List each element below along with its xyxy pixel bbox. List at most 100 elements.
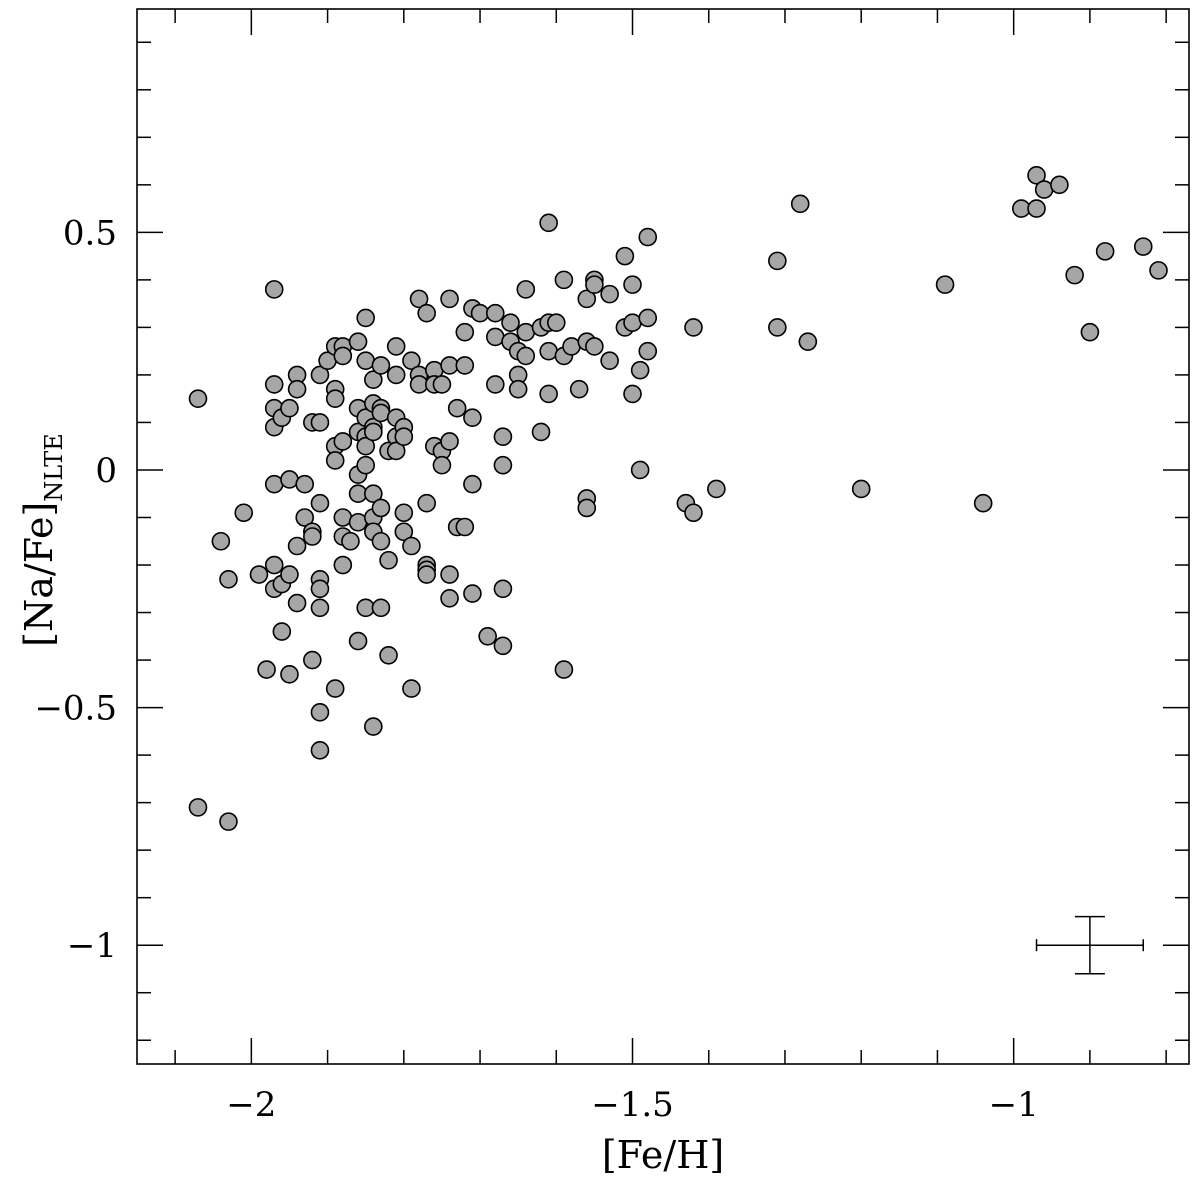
data-point — [211, 531, 231, 551]
data-point — [1149, 261, 1168, 280]
data-point — [638, 227, 658, 247]
data-point — [455, 517, 475, 537]
data-point — [333, 555, 353, 575]
data-point — [440, 588, 459, 608]
data-point — [623, 275, 642, 294]
x-axis-label: [Fe/H] — [602, 1133, 724, 1177]
data-point — [417, 303, 436, 323]
data-point — [402, 679, 421, 698]
data-point — [684, 318, 703, 337]
data-point — [432, 375, 452, 394]
data-point — [630, 360, 650, 380]
data-point — [188, 798, 208, 817]
data-point — [379, 550, 398, 570]
x-tick-label: −2 — [226, 1085, 276, 1125]
data-point — [371, 356, 391, 375]
data-point — [1027, 166, 1046, 185]
data-point — [303, 527, 322, 546]
data-point — [402, 536, 421, 556]
data-point — [577, 289, 597, 309]
data-point — [325, 389, 345, 408]
y-axis-label: [Na/Fe]NLTE — [17, 433, 68, 647]
data-point — [417, 565, 436, 584]
data-point — [455, 356, 475, 375]
y-tick-label: 0.5 — [63, 213, 117, 253]
y-tick-label: −1 — [67, 926, 117, 966]
data-point — [463, 584, 482, 603]
data-point — [600, 284, 619, 304]
data-point — [219, 569, 238, 589]
data-point — [554, 270, 574, 290]
data-point — [188, 389, 208, 408]
data-point — [394, 522, 414, 542]
data-point — [623, 313, 642, 332]
data-point — [356, 436, 375, 456]
data-point — [272, 622, 292, 641]
data-point — [325, 451, 345, 470]
y-tick-label: −0.5 — [34, 689, 117, 729]
data-point — [325, 679, 345, 698]
data-point — [264, 555, 284, 575]
data-point — [409, 289, 429, 309]
data-point — [432, 455, 452, 475]
representative-error-bar — [1035, 915, 1145, 975]
data-point — [478, 626, 497, 646]
data-point — [493, 455, 513, 475]
data-point — [287, 536, 307, 556]
data-point — [356, 455, 375, 475]
data-point — [364, 717, 383, 736]
data-point — [371, 498, 391, 518]
data-point — [554, 660, 574, 679]
data-point — [379, 646, 398, 665]
data-point — [493, 579, 513, 599]
data-point — [280, 398, 299, 418]
data-point — [485, 303, 505, 323]
data-point — [386, 365, 406, 385]
data-point — [562, 337, 581, 356]
data-point — [440, 565, 459, 584]
data-point — [1050, 175, 1069, 195]
data-point — [264, 474, 284, 494]
data-point — [341, 531, 360, 551]
data-point — [463, 474, 482, 494]
data-point — [516, 280, 536, 299]
data-point — [638, 341, 658, 361]
data-point — [539, 213, 558, 233]
data-point — [1034, 180, 1054, 199]
data-point — [257, 660, 276, 679]
data-point — [333, 346, 353, 366]
data-point — [516, 322, 536, 342]
data-point — [935, 275, 955, 294]
data-point — [440, 289, 459, 309]
data-point — [569, 379, 589, 399]
plot-frame — [136, 8, 1190, 1065]
data-point — [371, 403, 391, 423]
data-point — [630, 460, 650, 480]
data-point — [356, 351, 375, 370]
data-point — [287, 379, 307, 399]
data-point — [798, 332, 818, 351]
data-point — [1080, 322, 1100, 342]
data-point — [973, 493, 993, 513]
data-point — [234, 503, 254, 523]
data-point — [531, 422, 551, 442]
data-point — [493, 427, 513, 447]
data-point — [539, 341, 558, 361]
y-tick-label: 0 — [95, 451, 117, 491]
data-point — [508, 379, 528, 399]
data-point — [1065, 265, 1084, 285]
data-point — [402, 351, 421, 370]
data-point — [394, 503, 414, 523]
data-point — [615, 246, 635, 266]
data-point — [394, 427, 414, 447]
data-point — [539, 384, 558, 404]
data-point — [707, 479, 726, 499]
data-point — [493, 636, 513, 656]
data-point — [585, 337, 604, 356]
data-point — [585, 275, 604, 294]
data-point — [219, 812, 238, 831]
x-tick-label: −1.5 — [591, 1085, 674, 1125]
axis-ticks — [137, 9, 1189, 1064]
data-point — [1133, 237, 1153, 256]
